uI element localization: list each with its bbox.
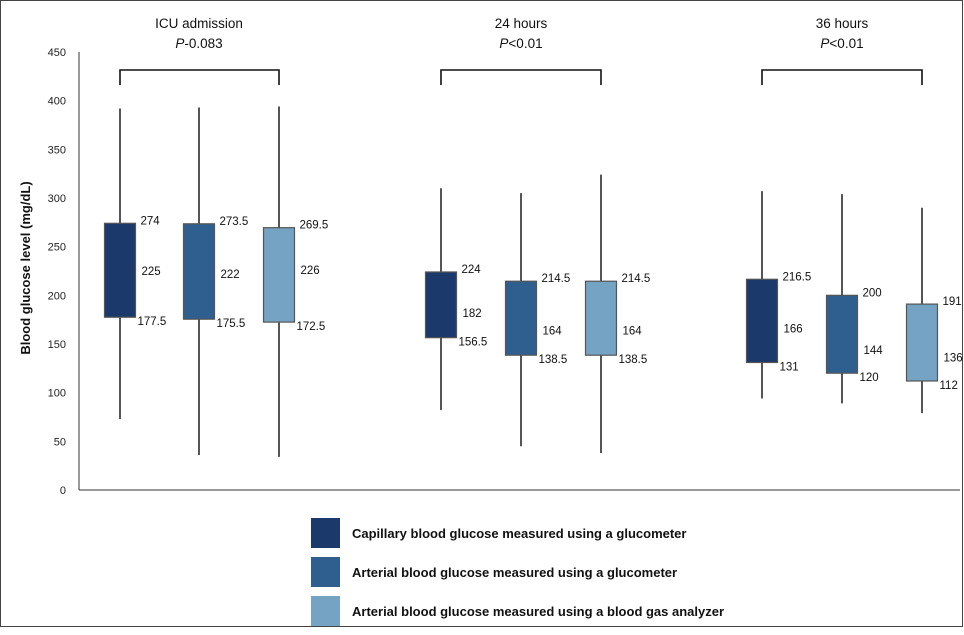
group-title: 36 hours xyxy=(816,16,869,31)
median-label: 164 xyxy=(623,325,643,337)
legend-item: Arterial blood glucose measured using a … xyxy=(311,596,724,626)
y-tick-label: 350 xyxy=(48,144,66,156)
y-tick-label: 150 xyxy=(48,339,66,351)
box-iqr xyxy=(103,222,137,318)
y-tick-label: 450 xyxy=(48,47,66,59)
box-plot-series: 274 225 177.5 224 182 156.5 216.5 166 131 273.5 22… xyxy=(103,106,963,457)
legend-label: Arterial blood glucose measured using a … xyxy=(352,564,678,580)
q1-label: 138.5 xyxy=(619,354,648,366)
box-plot: 214.5 164 138.5 xyxy=(504,193,571,447)
group-title: 24 hours xyxy=(495,16,548,31)
box-plot: 269.5 226 172.5 xyxy=(262,106,329,457)
median-label: 164 xyxy=(543,325,563,337)
box-plot: 200 144 120 xyxy=(825,194,884,404)
box-plot: 274 225 177.5 xyxy=(103,108,167,419)
group-title: ICU admission xyxy=(155,16,243,31)
median-label: 222 xyxy=(221,269,240,281)
q1-label: 175.5 xyxy=(217,318,246,330)
y-tick-label: 200 xyxy=(48,290,66,302)
legend-swatch xyxy=(311,596,340,626)
p-value-italic: P xyxy=(820,36,829,51)
axes xyxy=(78,52,960,491)
box-iqr xyxy=(584,280,618,356)
p-value-text: -0.083 xyxy=(184,36,222,51)
group-p-value: P<0.01 xyxy=(499,36,542,51)
significance-bracket xyxy=(761,69,923,85)
y-tick-label: 400 xyxy=(48,96,66,108)
y-tick-label: 0 xyxy=(60,485,66,497)
box-plot: 216.5 166 131 xyxy=(745,191,812,399)
median-label: 166 xyxy=(784,323,803,335)
legend-item: Arterial blood glucose measured using a … xyxy=(311,557,724,587)
box-plot: 214.5 164 138.5 xyxy=(584,174,651,454)
q1-label: 138.5 xyxy=(539,354,568,366)
q1-label: 177.5 xyxy=(138,316,167,328)
legend-item: Capillary blood glucose measured using a… xyxy=(311,518,724,548)
q1-label: 131 xyxy=(780,361,799,373)
q3-label: 214.5 xyxy=(542,273,571,285)
q3-label: 200 xyxy=(863,287,882,299)
q3-label: 273.5 xyxy=(220,216,249,228)
median-label: 136 xyxy=(944,353,963,365)
y-tick-label: 300 xyxy=(48,193,66,205)
box-plot: 273.5 222 175.5 xyxy=(182,107,249,455)
box-iqr xyxy=(745,278,779,364)
y-tick-labels: 0 50 100 150 200 250 300 350 400 450 xyxy=(48,47,66,497)
significance-bracket xyxy=(440,69,602,85)
y-tick-label: 100 xyxy=(48,388,66,400)
q1-label: 120 xyxy=(860,372,879,384)
box-iqr xyxy=(182,223,216,320)
q3-label: 274 xyxy=(141,215,161,227)
q1-label: 172.5 xyxy=(297,321,326,333)
median-label: 226 xyxy=(301,265,320,277)
q1-label: 156.5 xyxy=(459,337,488,349)
p-value-text: <0.01 xyxy=(508,36,542,51)
q3-label: 269.5 xyxy=(300,220,329,232)
q3-label: 224 xyxy=(462,264,482,276)
median-label: 144 xyxy=(864,345,884,357)
y-tick-label: 50 xyxy=(54,436,66,448)
significance-bracket xyxy=(119,69,280,85)
significance-brackets xyxy=(119,69,923,85)
q1-label: 112 xyxy=(940,380,958,392)
box-plot: 191 136 112 xyxy=(905,207,963,414)
y-tick-label: 250 xyxy=(48,242,66,254)
box-iqr xyxy=(262,227,296,323)
box-iqr xyxy=(825,294,859,374)
q3-label: 216.5 xyxy=(783,271,812,283)
box-iqr xyxy=(905,303,939,382)
q3-label: 191 xyxy=(943,296,962,308)
y-axis-label: Blood glucose level (mg/dL) xyxy=(18,181,33,354)
box-plot: 224 182 156.5 xyxy=(424,188,488,411)
box-iqr xyxy=(504,280,538,356)
legend-label: Arterial blood glucose measured using a … xyxy=(352,603,725,619)
box-iqr xyxy=(424,271,458,339)
p-value-italic: P xyxy=(175,36,184,51)
p-value-text: <0.01 xyxy=(829,36,863,51)
median-label: 182 xyxy=(463,308,482,320)
group-p-value: P<0.01 xyxy=(820,36,863,51)
legend: Capillary blood glucose measured using a… xyxy=(311,518,724,635)
legend-swatch xyxy=(311,518,340,548)
median-label: 225 xyxy=(142,266,161,278)
p-value-italic: P xyxy=(499,36,508,51)
legend-swatch xyxy=(311,557,340,587)
legend-label: Capillary blood glucose measured using a… xyxy=(352,525,687,541)
group-p-value: P-0.083 xyxy=(175,36,222,51)
q3-label: 214.5 xyxy=(622,273,651,285)
